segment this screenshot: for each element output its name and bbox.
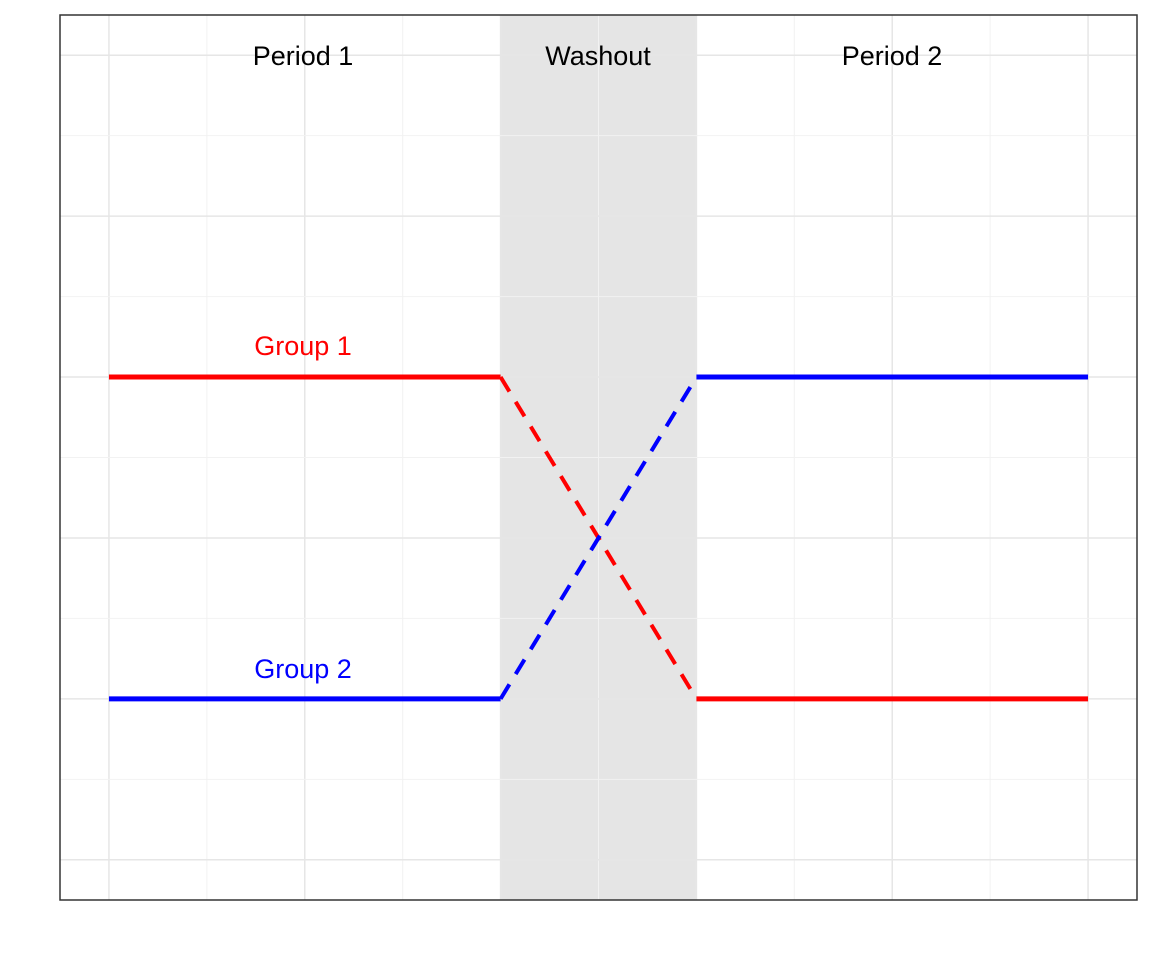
lines-layer: [108, 374, 1089, 702]
region-label-period-1: Period 1: [253, 41, 354, 71]
group-2-label: Group 2: [254, 654, 352, 684]
plot-border: [59, 14, 1138, 901]
grid-layer: [60, 15, 1137, 900]
text-layer: Period 1 Washout Period 2 Group 1 Group …: [253, 41, 943, 684]
region-label-period-2: Period 2: [842, 41, 943, 71]
region-label-washout: Washout: [545, 41, 651, 71]
group-1-label: Group 1: [254, 331, 352, 361]
group-2-washout-transition: [498, 376, 699, 700]
